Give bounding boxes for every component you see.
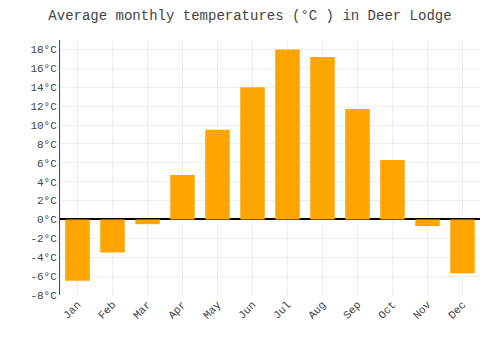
svg-text:Jan: Jan bbox=[61, 299, 83, 321]
svg-text:-8°C: -8°C bbox=[30, 290, 57, 302]
svg-text:12°C: 12°C bbox=[30, 101, 57, 113]
svg-text:Sep: Sep bbox=[341, 299, 363, 321]
svg-text:10°C: 10°C bbox=[30, 120, 57, 132]
svg-text:-4°C: -4°C bbox=[30, 252, 57, 264]
svg-text:-2°C: -2°C bbox=[30, 233, 57, 245]
svg-text:6°C: 6°C bbox=[37, 158, 57, 170]
svg-text:14°C: 14°C bbox=[30, 82, 57, 94]
svg-text:Jun: Jun bbox=[236, 299, 258, 321]
svg-text:Feb: Feb bbox=[96, 299, 118, 321]
svg-text:Aug: Aug bbox=[306, 299, 328, 321]
svg-text:2°C: 2°C bbox=[37, 195, 57, 207]
svg-text:Apr: Apr bbox=[166, 299, 188, 321]
svg-text:0°C: 0°C bbox=[37, 214, 57, 226]
svg-text:Mar: Mar bbox=[131, 299, 153, 321]
svg-text:18°C: 18°C bbox=[30, 44, 57, 56]
svg-text:Nov: Nov bbox=[411, 299, 434, 322]
svg-text:4°C: 4°C bbox=[37, 177, 57, 189]
svg-text:Oct: Oct bbox=[376, 299, 398, 321]
svg-text:Dec: Dec bbox=[446, 299, 468, 321]
svg-text:-6°C: -6°C bbox=[30, 271, 57, 283]
svg-text:May: May bbox=[201, 299, 224, 322]
svg-text:Jul: Jul bbox=[271, 299, 293, 321]
svg-text:8°C: 8°C bbox=[37, 139, 57, 151]
svg-text:Average monthly temperatures (: Average monthly temperatures (°C ) in De… bbox=[48, 8, 451, 24]
svg-text:16°C: 16°C bbox=[30, 63, 57, 75]
